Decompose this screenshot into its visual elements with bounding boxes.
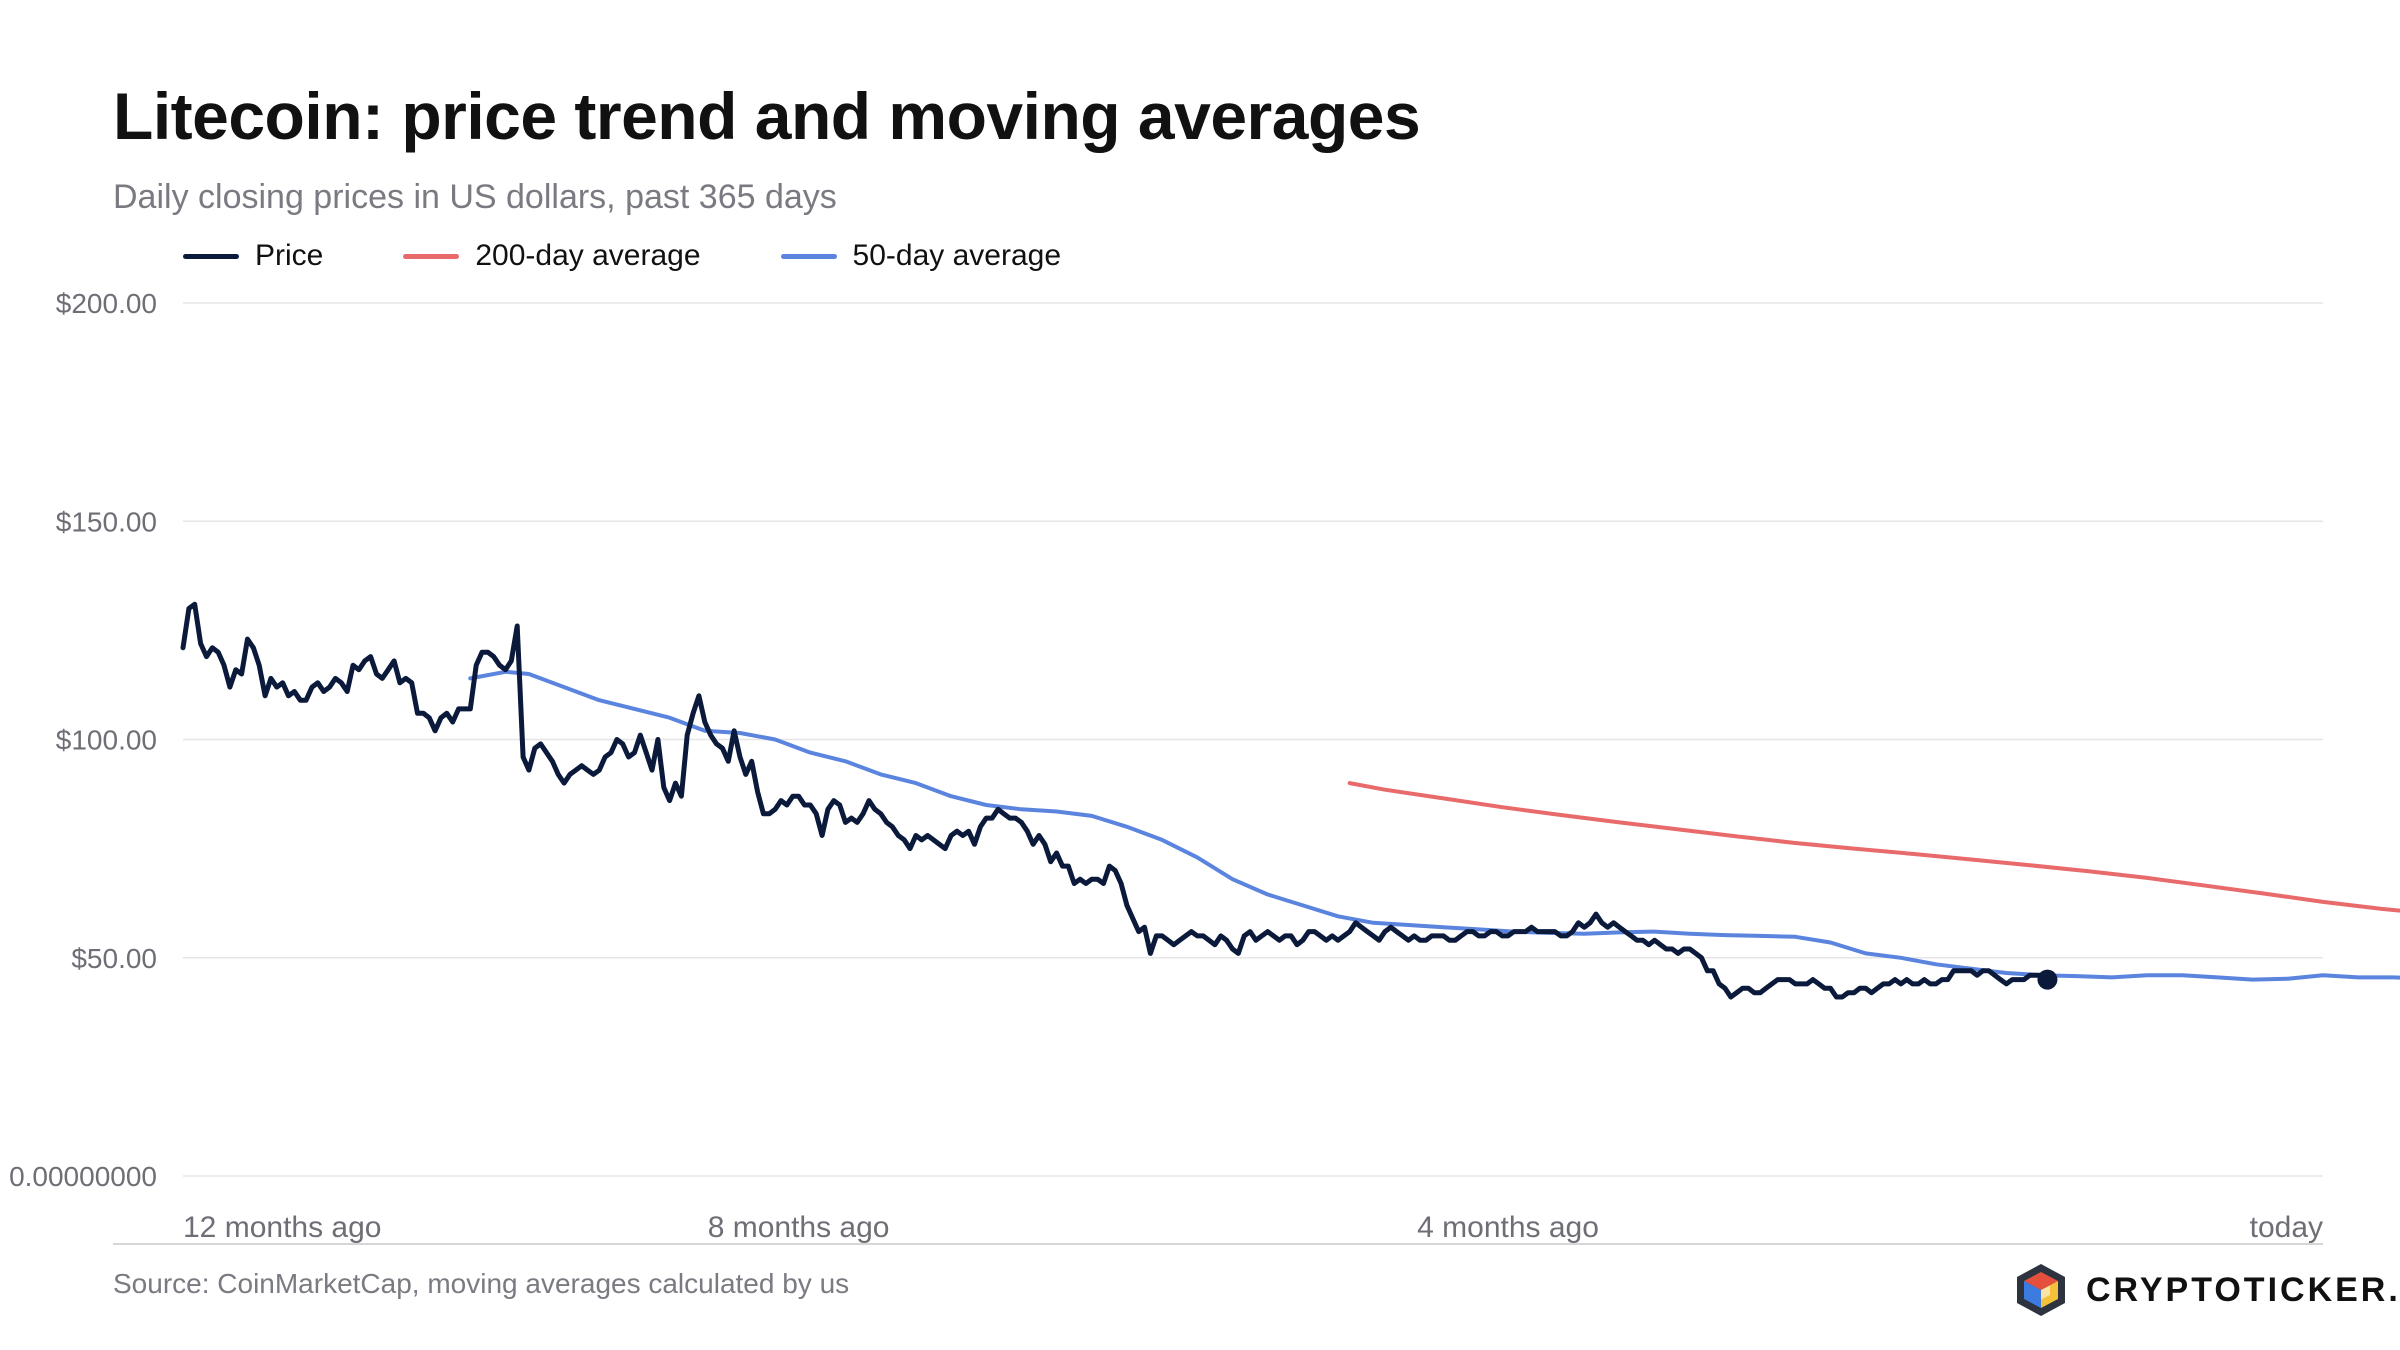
y-tick-label: $150.00 [56,506,157,537]
legend-item-price: Price [183,239,323,273]
y-axis-ticks: $200.00 $150.00 $100.00 $50.00 0.00000000 [9,288,157,1192]
series-line-ma50 [468,669,2400,982]
y-tick-label: 0.00000000 [9,1161,157,1192]
chart-legend: Price 200-day average 50-day average [183,236,1141,276]
series-layer [180,601,2400,1000]
grid-layer [113,302,2323,1245]
x-tick-label: today [2250,1211,2323,1244]
legend-swatch-ma50 [780,253,837,259]
legend-label-ma200: 200-day average [475,239,701,272]
y-tick-label: $50.00 [71,943,157,974]
legend-swatch-ma200 [403,253,460,259]
cube-logo-icon [2017,1264,2065,1316]
series-end-marker-price[interactable] [2037,969,2058,990]
y-tick-label: $100.00 [56,725,157,756]
source-note: Source: CoinMarketCap, moving averages c… [113,1268,850,1299]
chart-title: Litecoin: price trend and moving average… [113,79,1421,153]
legend-label-price: Price [255,239,324,272]
legend-swatch-price [183,253,239,259]
series-line-price [180,601,2050,1000]
series-line-ma200 [1347,781,2400,913]
x-axis-ticks: 12 months ago 8 months ago 4 months ago tod… [183,1211,2323,1244]
brand-name: CRYPTOTICKER.IO [2086,1270,2400,1309]
x-tick-label: 4 months ago [1417,1211,1599,1244]
legend-item-ma50: 50-day average [780,239,1062,273]
chart-subtitle: Daily closing prices in US dollars, past… [113,178,837,216]
x-tick-label: 8 months ago [708,1211,890,1244]
y-tick-label: $200.00 [56,288,157,319]
brand[interactable]: CRYPTOTICKER.IO [2012,1261,2400,1319]
legend-item-ma200: 200-day average [403,239,701,273]
legend-label-ma50: 50-day average [852,239,1062,272]
x-tick-label: 12 months ago [183,1211,381,1244]
